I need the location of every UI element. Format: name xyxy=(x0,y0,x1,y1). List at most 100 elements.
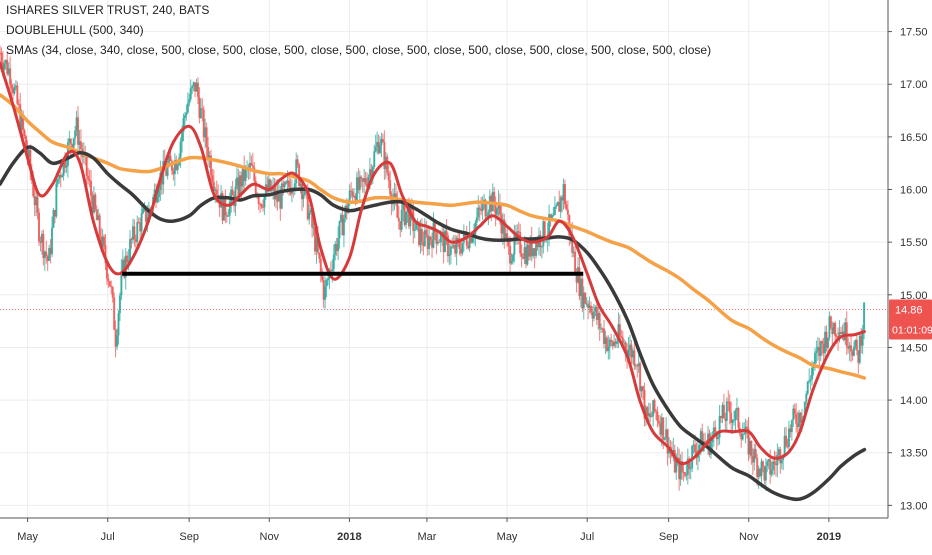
candle-body xyxy=(10,84,13,89)
candle-body xyxy=(334,244,337,255)
candle-body xyxy=(64,158,67,168)
candle-body xyxy=(240,175,243,187)
candle-body xyxy=(594,306,597,312)
candle-body xyxy=(663,438,666,440)
candle-body xyxy=(227,215,230,217)
candle-body xyxy=(614,341,617,344)
candle-body xyxy=(357,177,360,191)
candle-body xyxy=(117,313,120,336)
candle-body xyxy=(299,183,302,187)
candle-body xyxy=(572,251,575,253)
candle-body xyxy=(402,203,405,210)
candle-body xyxy=(287,180,290,188)
candle-body xyxy=(553,206,556,216)
candle-body xyxy=(559,197,562,212)
candle-body xyxy=(561,197,564,201)
candle-body xyxy=(46,256,49,261)
candle-body xyxy=(652,400,655,417)
candle-body xyxy=(860,335,863,346)
candle-body xyxy=(194,82,197,92)
candle-body xyxy=(774,463,777,466)
candle-body xyxy=(168,155,171,166)
candle-body xyxy=(55,183,58,217)
candle-body xyxy=(509,245,512,264)
candle-body xyxy=(140,213,143,232)
candle-body xyxy=(49,247,52,255)
candle-body xyxy=(844,322,847,341)
x-tick-label: Jul xyxy=(101,531,115,543)
candle-body xyxy=(363,178,366,182)
candle-body xyxy=(683,472,686,476)
candle-body xyxy=(659,423,662,435)
y-tick-label: 13.50 xyxy=(900,448,928,460)
candle-body xyxy=(662,417,665,440)
candle-body xyxy=(496,208,499,215)
candle-body xyxy=(108,281,111,287)
candle-body xyxy=(195,82,198,92)
candle-body xyxy=(566,209,569,215)
candle-body xyxy=(634,365,637,367)
candle-body xyxy=(448,254,451,257)
indicator-layer xyxy=(0,61,867,502)
candle-body xyxy=(166,165,169,176)
y-tick-label: 15.50 xyxy=(900,237,928,249)
candle-body xyxy=(660,417,663,435)
candle-body xyxy=(17,103,20,105)
candle-body xyxy=(445,230,448,236)
candle-body xyxy=(724,418,727,421)
candle-body xyxy=(312,227,315,229)
candle-body xyxy=(422,241,425,246)
candle-body xyxy=(134,239,137,242)
candle-body xyxy=(643,390,646,419)
y-tick-label: 17.50 xyxy=(900,27,928,39)
candle-body xyxy=(176,165,179,170)
candle-body xyxy=(524,247,527,265)
candle-body xyxy=(761,461,764,467)
candle-body xyxy=(799,412,802,423)
candle-body xyxy=(679,461,682,480)
candle-body xyxy=(192,82,195,87)
candle-body xyxy=(53,209,56,217)
candle-body xyxy=(461,242,464,254)
candle-body xyxy=(316,237,319,253)
price-tag-timer: 01:01:09 xyxy=(892,325,932,337)
candle-body xyxy=(728,401,731,413)
hull-slow-line xyxy=(0,145,867,502)
candle-body xyxy=(311,210,314,228)
candle-body xyxy=(436,241,439,244)
candle-body xyxy=(368,169,371,177)
candle-body xyxy=(97,215,100,221)
candle-body xyxy=(435,232,438,244)
x-tick-label: Sep xyxy=(659,531,679,543)
candle-body xyxy=(759,468,762,477)
candle-body xyxy=(367,176,370,187)
candle-body xyxy=(832,322,835,335)
candle-body xyxy=(383,141,386,169)
candle-body xyxy=(149,208,152,210)
candle-body xyxy=(558,202,561,212)
candle-body xyxy=(4,60,7,64)
candle-body xyxy=(231,189,234,196)
axis-layer: 13.00 13.50 14.00 14.50 15.00 15.50 16.00 16.50… xyxy=(0,0,928,543)
candle-body xyxy=(523,247,526,259)
x-tick-label: Nov xyxy=(260,531,280,543)
candle-body xyxy=(787,428,790,447)
candle-body xyxy=(280,183,283,209)
candle-body xyxy=(707,433,710,444)
candle-body xyxy=(48,247,51,261)
candle-body xyxy=(857,350,860,363)
candle-body xyxy=(506,233,509,240)
candle-body xyxy=(170,160,173,171)
candle-body xyxy=(87,176,90,180)
candle-body xyxy=(449,246,452,255)
candle-body xyxy=(458,240,461,249)
candle-body xyxy=(471,237,474,243)
indicator-legend-doublehull: DOUBLEHULL (500, 340) xyxy=(6,23,144,37)
candle-body xyxy=(260,204,263,207)
candle-body xyxy=(863,302,866,330)
x-tick-label: 2018 xyxy=(337,531,361,543)
candle-body xyxy=(403,203,406,225)
candle-body xyxy=(746,426,749,429)
candle-body xyxy=(432,222,435,248)
